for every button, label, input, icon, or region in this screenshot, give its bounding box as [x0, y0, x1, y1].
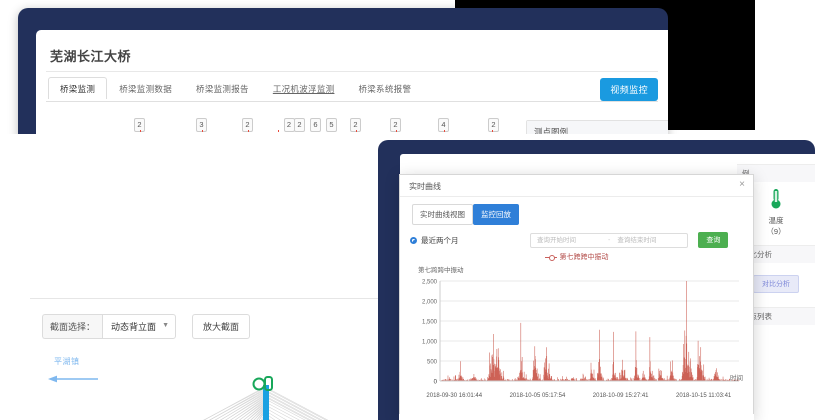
sensor-count-badge: 2 [242, 118, 253, 132]
chevron-down-icon: ▼ [162, 322, 170, 329]
vibration-chart[interactable]: 0 500 1,000 1,500 2,000 2,500 0 时间 [410, 275, 745, 393]
right-panel-section-header-1: 对比分析 [737, 245, 815, 263]
x-tick-label: 2018-10-05 05:17:54 [509, 393, 566, 399]
y-tick-label: 500 [427, 359, 438, 365]
section-select-label: 截面选择： [42, 314, 103, 339]
sensor-count-badge: 6 [310, 118, 321, 132]
bank-label: 平湖镇 [54, 357, 80, 366]
realtime-curve-modal: 实时曲线 × 实时曲线视图 监控回放 最近两个月 查询开始时间 - 查询结束时间 … [399, 174, 754, 420]
tab-1[interactable]: 桥梁监测数据 [119, 84, 173, 94]
section-select-row: 截面选择： 动态背立面 ▼ 放大截面 [42, 314, 251, 339]
modal-body: 最近两个月 查询开始时间 - 查询结束时间 查询 第七跨跨中振动 第七跨跨中振动… [400, 225, 753, 403]
modal-tab-1[interactable]: 监控回放 [473, 204, 519, 225]
tab-2[interactable]: 桥梁监测报告 [196, 84, 249, 94]
modal-title: 实时曲线 [409, 182, 441, 191]
back-window-content: 芜湖长江大桥 桥梁监测 桥梁监测数据 桥梁监测报告 工况机波浮监测 桥梁系统报警 视频监… [36, 30, 668, 148]
bridge-diagram[interactable] [20, 359, 420, 420]
date-range-group[interactable]: 查询开始时间 - 查询结束时间 [530, 232, 689, 248]
filter-row: 最近两个月 查询开始时间 - 查询结束时间 查询 [410, 231, 743, 249]
back-browser-window: 芜湖长江大桥 桥梁监测 桥梁监测数据 桥梁监测报告 工况机波浮监测 桥梁系统报警 视频监… [18, 8, 668, 148]
y-tick-label: 2,500 [422, 279, 438, 285]
compare-analysis-button[interactable]: 对比分析 [753, 275, 799, 293]
chart-series-first-span [439, 281, 740, 381]
page-title: 芜湖长江大桥 [50, 49, 132, 64]
right-panel-section-header-2: 测点列表 [737, 307, 815, 325]
y-tick-label: 2,000 [422, 299, 438, 305]
sensor-count-badge: 2 [390, 118, 401, 132]
x-tick-label: 2018-10-15 11:03:41 [676, 393, 732, 399]
sensor-count-badge: 2 [283, 118, 295, 132]
legend-marker-icon [544, 254, 557, 261]
section-select-dropdown[interactable]: 动态背立面 ▼ [102, 314, 177, 339]
right-panel-section-header-0: 例 [737, 164, 815, 182]
radio-icon [410, 236, 417, 244]
chart-title: 第七跨跨中振动 [418, 267, 464, 274]
thermometer-icon [771, 189, 781, 209]
modal-bottom-fill [399, 414, 754, 420]
temperature-sensor-block[interactable]: 温度 （9） [737, 182, 815, 245]
recent-two-months-radio[interactable]: 最近两个月 [410, 235, 530, 246]
legend-label: 第七跨跨中振动 [559, 254, 609, 261]
tab-4[interactable]: 桥梁系统报警 [358, 84, 412, 94]
tab-divider [46, 101, 658, 102]
zoom-section-button[interactable]: 放大截面 [192, 314, 251, 339]
sensor-count-badge: 2 [294, 118, 305, 132]
y-tick-label: 1,500 [422, 319, 438, 325]
tab-0[interactable]: 桥梁监测 [48, 77, 108, 99]
sensor-name: 温度 [768, 216, 784, 225]
end-date-input[interactable]: 查询结束时间 [617, 236, 657, 244]
y-tick-label: 1,000 [422, 339, 438, 345]
date-range-separator: - [608, 236, 611, 244]
direction-arrow-icon [46, 370, 98, 388]
x-tick-label: 2018-09-30 16:01:44 [426, 393, 483, 399]
x-axis-ticks: 2018-09-30 16:01:44 2018-10-05 05:17:54 20… [410, 393, 743, 403]
section-select-value: 动态背立面 [111, 322, 157, 332]
start-date-input[interactable]: 查询开始时间 [537, 236, 576, 244]
x-tick-label: 2018-10-09 15:27:41 [592, 393, 649, 399]
y-tick-label: 0 [434, 379, 438, 385]
modal-tab-0[interactable]: 实时曲线视图 [412, 204, 473, 225]
chart-legend[interactable]: 第七跨跨中振动 [410, 252, 743, 262]
title-divider [46, 71, 658, 72]
modal-tab-bar: 实时曲线视图 监控回放 [400, 197, 753, 225]
sensor-count-badge: 2 [350, 118, 361, 132]
sensor-count-badge: 2 [488, 118, 499, 132]
svg-text:0: 0 [434, 379, 438, 385]
sensor-count-badge: 2 [134, 118, 145, 132]
x-axis-label: 时间 [730, 375, 743, 382]
query-button[interactable]: 查询 [698, 232, 729, 248]
tab-bar: 桥梁监测 桥梁监测数据 桥梁监测报告 工况机波浮监测 桥梁系统报警 [48, 77, 423, 101]
pylon-sensor-icon [252, 376, 273, 391]
sensor-count-badge: 4 [438, 118, 449, 132]
radio-label: 最近两个月 [421, 235, 459, 245]
sensor-count-badge: 3 [196, 118, 207, 132]
close-icon[interactable]: × [739, 179, 745, 190]
badge-spacer [76, 114, 90, 126]
sensor-count-badge: 5 [326, 118, 337, 132]
sensor-count: （9） [766, 227, 786, 236]
content-divider [30, 298, 400, 299]
modal-header: 实时曲线 × [400, 175, 753, 197]
tab-3[interactable]: 工况机波浮监测 [272, 84, 335, 94]
video-monitor-button[interactable]: 视频监控 [600, 78, 658, 101]
